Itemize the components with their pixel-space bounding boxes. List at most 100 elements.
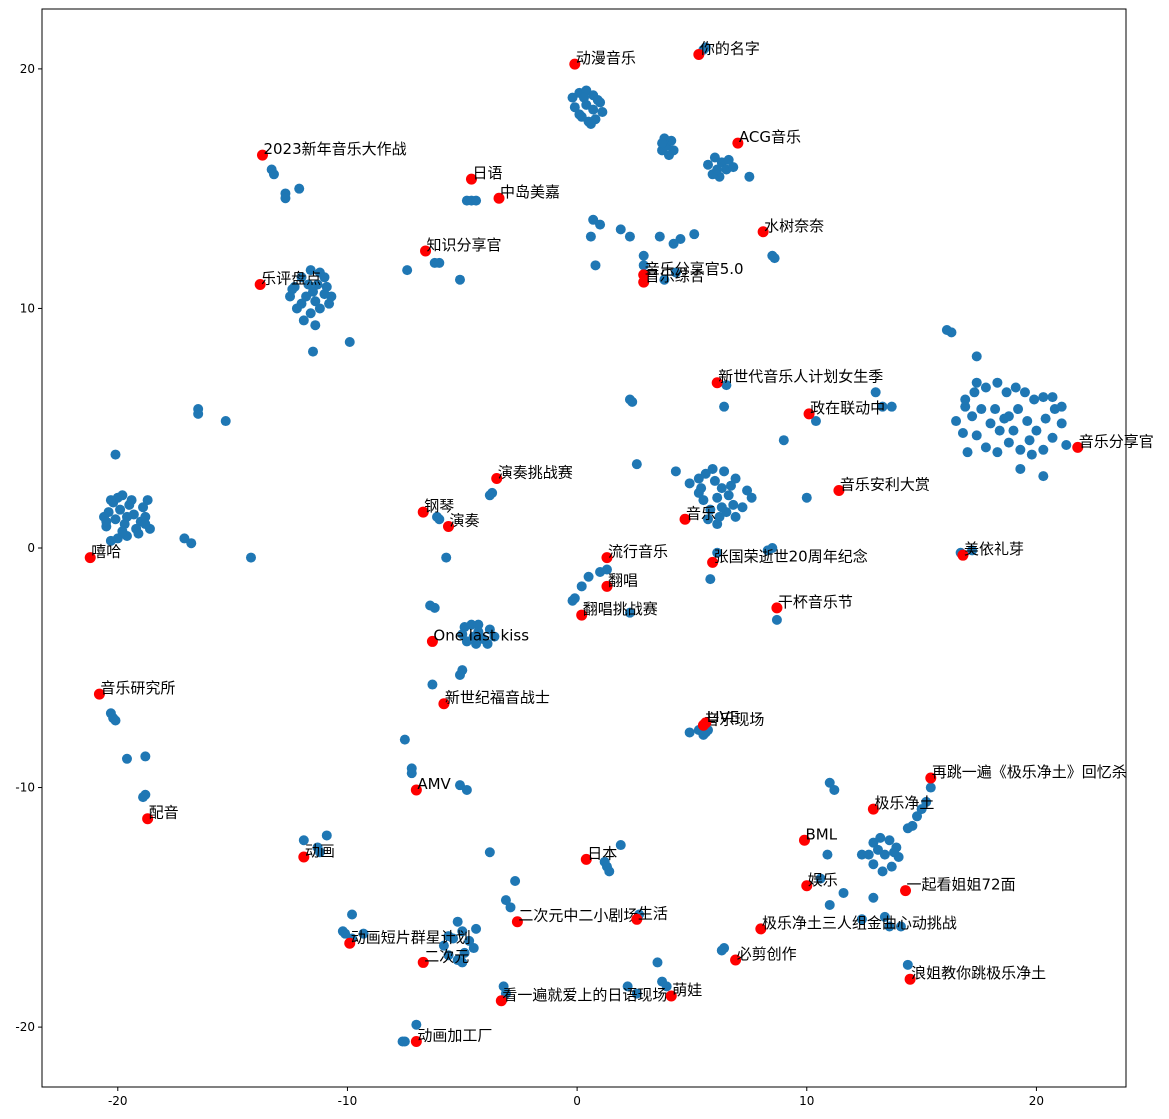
point-label: 音乐分享官 [1079,432,1154,450]
labeled-point [417,506,429,518]
data-point [321,830,332,841]
data-point [298,835,309,846]
point-label: 极乐净土三人组金曲心动挑战 [762,914,957,932]
data-point [824,777,835,788]
point-label: AMV [417,775,451,793]
data-point [627,396,638,407]
data-point [980,442,991,453]
data-point [960,394,971,405]
data-point [305,265,316,276]
labeled-point [925,772,937,784]
point-label: 翻唱挑战赛 [583,600,658,618]
data-point [138,502,149,513]
labeled-point [665,990,677,1002]
data-point [310,296,321,307]
data-point [427,679,438,690]
data-point [268,169,279,180]
data-point [615,840,626,851]
data-point [434,257,445,268]
labeled-point [93,688,105,700]
data-point [599,856,610,867]
x-tick-label: -10 [338,1094,358,1108]
data-point [138,792,149,803]
point-label: 音乐 [686,504,716,522]
data-point [115,504,126,515]
data-point [801,492,812,503]
labeled-point [755,923,767,935]
point-label: 二次元 [424,947,469,965]
data-point [886,861,897,872]
data-point [585,118,596,129]
data-point [140,519,151,530]
point-label: 配音 [149,804,179,822]
data-point [567,595,578,606]
data-point [829,784,840,795]
data-point [698,729,709,740]
labeled-point [426,635,438,647]
data-point [659,274,670,285]
point-label: 演奏 [450,511,480,529]
data-point [1019,387,1030,398]
data-point [1061,439,1072,450]
data-point [684,727,695,738]
data-point [1038,471,1049,482]
data-point [308,346,318,357]
data-point [314,847,325,858]
data-point [769,253,780,264]
labeled-point [638,276,650,288]
data-point [967,545,978,556]
data-point [461,784,472,795]
data-point [464,935,475,946]
data-point [505,902,516,913]
data-point [457,957,468,968]
data-point [1003,437,1014,448]
data-point [886,401,897,412]
labeled-point [732,137,744,149]
data-point [638,250,649,261]
data-point [193,404,204,415]
data-point [1015,444,1026,455]
data-point [872,844,883,855]
data-point [588,104,599,115]
x-tick-label: 0 [573,1094,581,1108]
data-point [1038,392,1049,403]
data-point [105,495,116,506]
data-point [308,286,318,297]
data-point [402,265,413,276]
data-point [941,325,952,336]
point-label: 乐评盘点 [261,269,321,287]
data-point [631,459,642,470]
data-point [971,430,982,441]
data-point [670,267,681,278]
data-point [992,377,1003,388]
data-point [884,921,895,932]
data-point [468,631,479,642]
data-point [287,284,298,295]
data-point [877,401,888,412]
data-point [994,425,1005,436]
y-tick-label: 0 [27,541,35,555]
data-point [730,473,741,484]
point-label: 政在联动中 [810,399,885,417]
data-point [868,859,879,870]
data-point [340,928,351,939]
point-label: 中岛美嘉 [500,183,560,201]
point-label: 必剪创作 [737,945,797,963]
data-point [884,835,895,846]
data-point [654,231,665,242]
data-point [1040,413,1051,424]
point-label: 干杯音乐节 [778,593,853,611]
labeled-point [410,784,422,796]
point-label: 极乐净土 [874,794,934,812]
data-point [971,377,982,388]
labeled-point [904,973,916,985]
data-point [220,416,231,427]
data-point [712,547,723,558]
axes-layer: -20 -10 0 10 20 -20 -10 0 10 20 [15,62,1044,1108]
data-point [921,796,932,807]
data-point [712,519,723,530]
data-point [126,495,137,506]
data-point [597,107,608,118]
data-point [712,164,723,175]
